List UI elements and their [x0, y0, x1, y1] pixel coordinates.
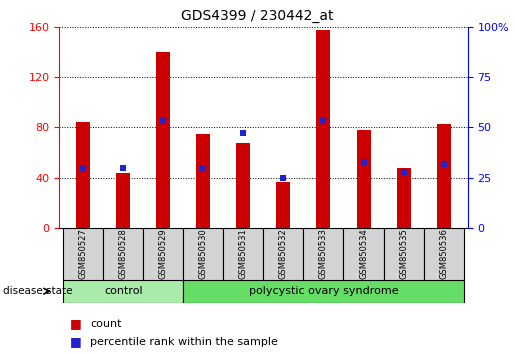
Text: ■: ■ — [70, 335, 81, 348]
Text: GSM850536: GSM850536 — [439, 229, 448, 279]
Bar — [397, 168, 410, 228]
Text: GDS4399 / 230442_at: GDS4399 / 230442_at — [181, 9, 334, 23]
Text: control: control — [104, 286, 143, 296]
FancyBboxPatch shape — [384, 228, 423, 280]
Text: percentile rank within the sample: percentile rank within the sample — [90, 337, 278, 347]
Text: GSM850534: GSM850534 — [359, 229, 368, 279]
FancyBboxPatch shape — [63, 228, 104, 280]
Point — [159, 119, 167, 124]
FancyBboxPatch shape — [63, 280, 183, 303]
Bar — [356, 130, 370, 228]
Point — [400, 169, 408, 175]
Text: count: count — [90, 319, 122, 329]
Point — [359, 159, 368, 165]
Text: GSM850535: GSM850535 — [399, 229, 408, 279]
Text: GSM850528: GSM850528 — [119, 229, 128, 279]
Point — [79, 165, 88, 171]
Point — [439, 161, 448, 167]
Text: ■: ■ — [70, 318, 81, 330]
Bar — [76, 122, 90, 228]
Point — [239, 131, 248, 136]
FancyBboxPatch shape — [224, 228, 263, 280]
FancyBboxPatch shape — [183, 228, 224, 280]
FancyBboxPatch shape — [183, 280, 464, 303]
FancyBboxPatch shape — [303, 228, 344, 280]
FancyBboxPatch shape — [143, 228, 183, 280]
Bar — [157, 52, 170, 228]
FancyBboxPatch shape — [423, 228, 464, 280]
Text: GSM850530: GSM850530 — [199, 229, 208, 279]
Text: GSM850533: GSM850533 — [319, 229, 328, 279]
Text: GSM850529: GSM850529 — [159, 229, 168, 279]
Bar — [116, 173, 130, 228]
Point — [319, 119, 328, 124]
Bar — [317, 30, 331, 228]
Point — [199, 165, 208, 171]
FancyBboxPatch shape — [263, 228, 303, 280]
Bar — [437, 124, 451, 228]
FancyBboxPatch shape — [344, 228, 384, 280]
Text: GSM850531: GSM850531 — [239, 229, 248, 279]
Bar — [277, 182, 290, 228]
Text: GSM850532: GSM850532 — [279, 229, 288, 279]
Bar — [236, 143, 250, 228]
Text: GSM850527: GSM850527 — [79, 229, 88, 279]
Text: disease state: disease state — [3, 286, 72, 296]
Point — [279, 175, 287, 181]
Text: polycystic ovary syndrome: polycystic ovary syndrome — [249, 286, 398, 296]
Point — [119, 165, 127, 171]
Bar — [196, 134, 210, 228]
FancyBboxPatch shape — [104, 228, 143, 280]
